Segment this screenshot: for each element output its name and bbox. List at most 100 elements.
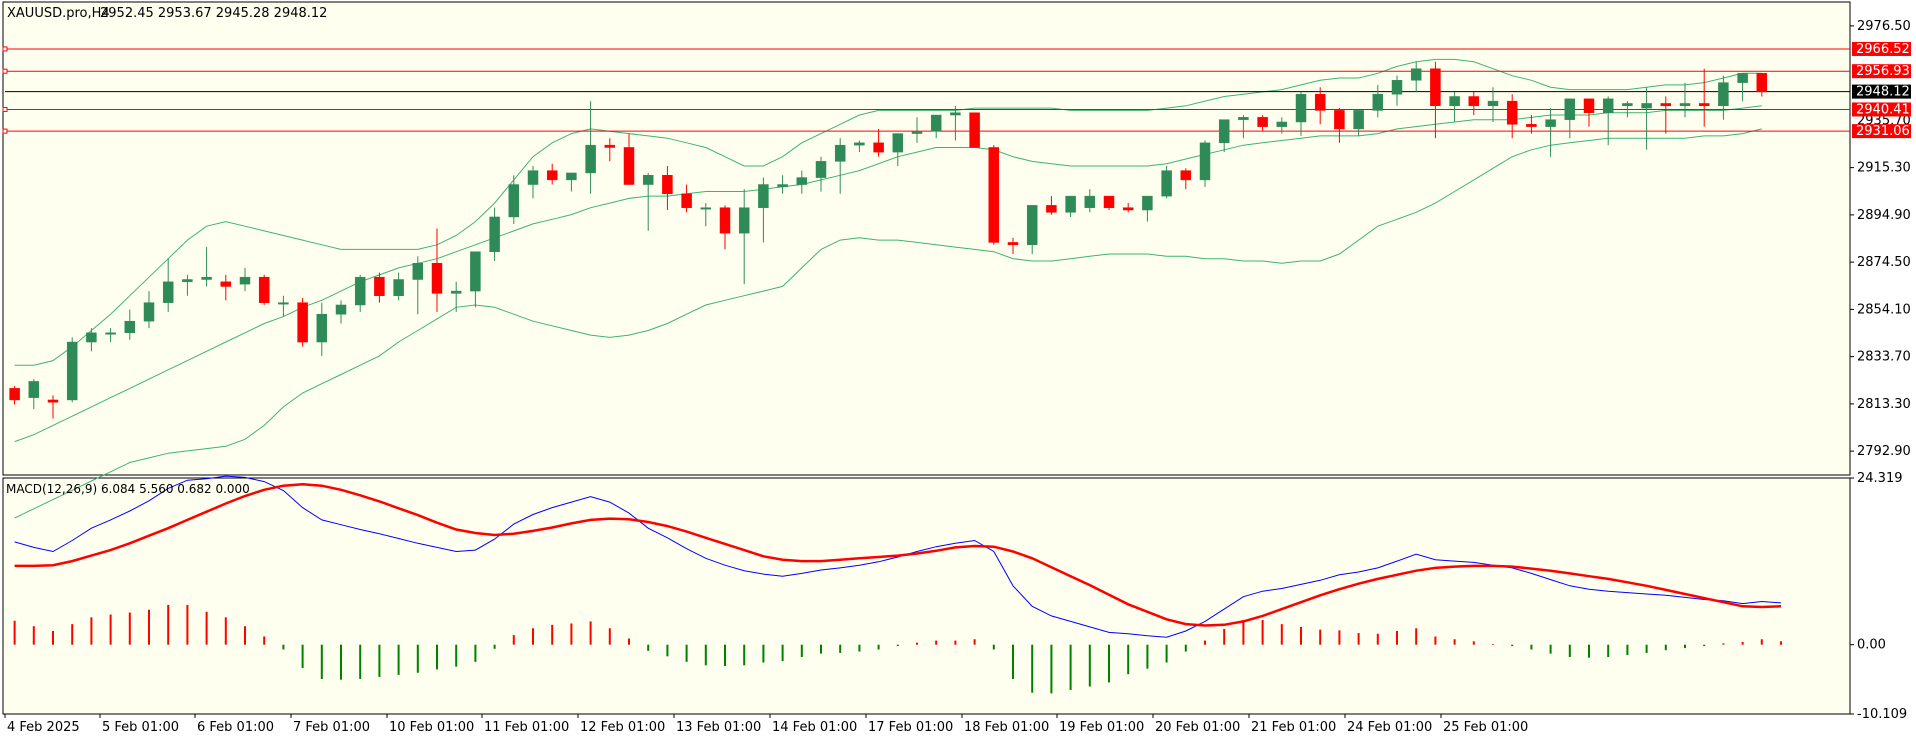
candle-body [1353,110,1364,130]
macd-title: MACD(12,26,9) 6.084 5.560 0.682 0.000 [6,482,250,496]
candle-body [1314,93,1326,111]
candle-body [1257,117,1268,127]
price-tick-label: 2976.50 [1857,19,1911,34]
macd-main-line [14,475,1782,638]
level-tag-1 [1852,64,1911,79]
chart-title: XAUUSD.pro,H4 [7,6,110,21]
candle-body [1564,98,1576,120]
candle-body [1526,124,1537,127]
candle-body [1679,103,1691,107]
candle-body [950,112,961,116]
macd-tick-label: -10.109 [1857,707,1907,722]
candle-body [1180,170,1192,181]
candle-body [1276,121,1288,127]
candle-body [9,388,20,401]
time-tick-label: 13 Feb 01:00 [676,720,761,735]
price-tick-label: 2894.90 [1857,208,1911,223]
time-tick-label: 11 Feb 01:00 [484,720,569,735]
candle-body [239,276,251,285]
candle-body [1756,73,1768,93]
candle-body [1506,100,1518,125]
candle-body [1295,93,1307,123]
candle-body [1372,93,1384,111]
candle-body [66,341,78,401]
candle-body [930,114,942,132]
time-tick-label: 14 Feb 01:00 [772,720,857,735]
candle-body [335,304,347,315]
price-tick-label: 2833.70 [1857,350,1911,365]
level-tag-label: 2956.93 [1856,64,1910,79]
time-tick-label: 12 Feb 01:00 [580,720,665,735]
candle-body [316,313,328,343]
candle-body [1199,142,1211,181]
candle-body [1622,103,1633,107]
time-tick-label: 24 Feb 01:00 [1347,720,1432,735]
candle-body [873,142,884,153]
candle-body [1545,119,1556,127]
candle-body [1602,98,1614,113]
macd-tick-label: 24.319 [1857,471,1903,486]
candle-body [143,302,155,322]
candle-body [1218,119,1230,144]
level-tag-label: 2931.06 [1856,124,1910,139]
candle-body [796,177,808,185]
candle-body [1007,242,1019,246]
candle-body [777,184,788,188]
candle-body [431,263,443,294]
candle-body [1468,96,1480,107]
candle-body [1391,80,1403,95]
candle-body [911,131,923,134]
candle-body [546,170,558,181]
candle-body [662,175,673,195]
bollinger-lower [14,128,1762,519]
level-tag-label: 2940.41 [1856,102,1910,117]
candle-body [1583,98,1595,113]
candle-body [969,112,980,148]
candle-body [854,142,865,146]
candle-body [258,276,270,303]
time-tick-label: 25 Feb 01:00 [1443,720,1528,735]
candle-body [297,302,308,343]
candle-body [604,144,616,148]
level-tag-label: 2966.52 [1856,42,1910,57]
candle-body [162,281,174,303]
level-marker-3 [2,128,8,134]
candle-body [585,144,596,174]
time-tick-label: 21 Feb 01:00 [1251,720,1336,735]
time-tick-label: 4 Feb 2025 [7,720,80,735]
time-tick-label: 17 Feb 01:00 [868,720,953,735]
level-tag-3 [1852,124,1911,139]
candle-body [105,332,116,335]
candle-body [700,207,712,210]
price-tick-label: 2792.90 [1857,444,1911,459]
bollinger-upper [14,58,1762,366]
candle-body [47,399,59,403]
candle-body [1238,117,1249,120]
candle-body [681,193,692,208]
candle-body [1084,195,1096,208]
candle-body [28,381,40,398]
candle-body [508,184,520,218]
time-tick-label: 18 Feb 01:00 [964,720,1049,735]
level-marker-0 [2,46,8,52]
candle-body [1046,205,1057,213]
candle-body [393,279,404,296]
candle-body [642,175,654,185]
candle-body [1737,73,1748,83]
candle-body [86,332,97,343]
candle-body [124,320,136,334]
candle-body [1430,68,1441,107]
macd-tick-label: 0.00 [1857,638,1886,653]
time-tick-label: 7 Feb 01:00 [293,720,370,735]
candle-body [1103,195,1115,208]
time-tick-label: 19 Feb 01:00 [1059,720,1144,735]
candle-body [815,161,827,178]
candle-body [1334,110,1345,130]
candle-body [566,172,577,181]
candle-body [1142,195,1153,211]
level-marker-2 [2,106,8,112]
candle-body [1660,103,1672,107]
candle-body [738,207,750,234]
